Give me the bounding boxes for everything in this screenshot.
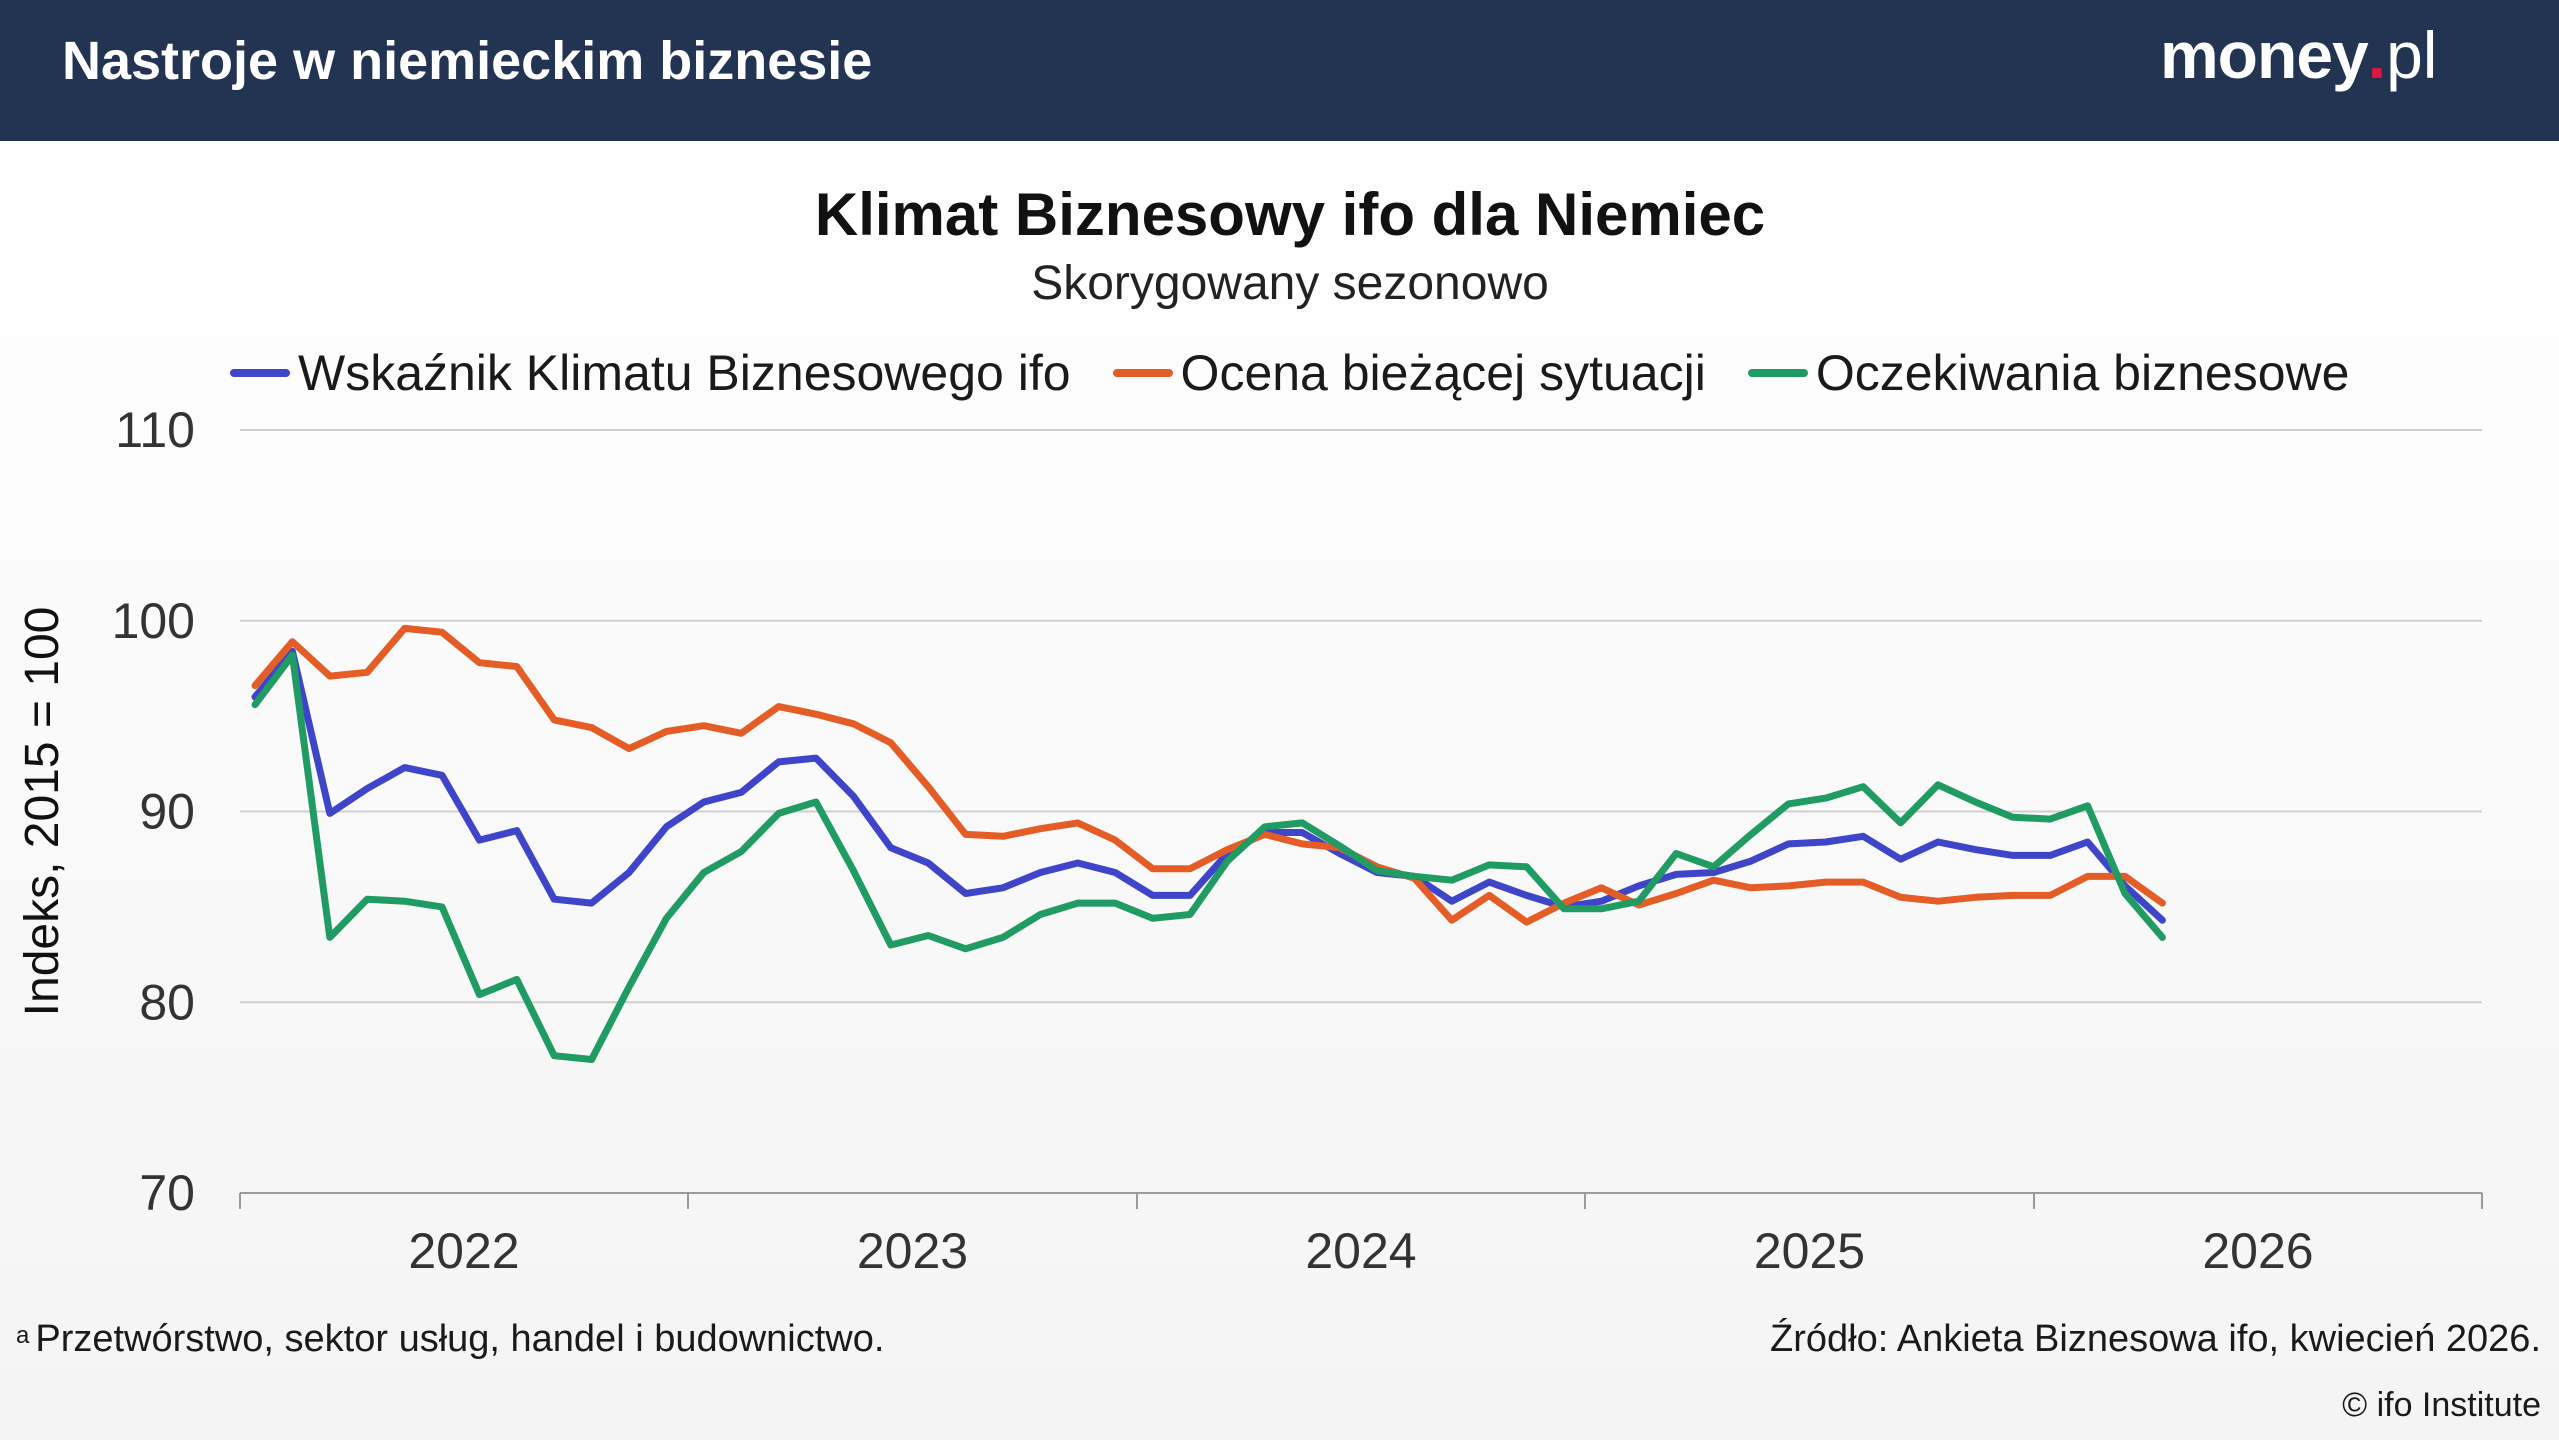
legend-swatch-situation xyxy=(1112,369,1173,377)
footnote: a Przetwórstwo, sektor usług, handel i bu… xyxy=(16,1318,884,1361)
source-note: Źródło: Ankieta Biznesowa ifo, kwiecień … xyxy=(1770,1318,2541,1360)
line-series-climate xyxy=(251,647,2166,924)
brand-logo-dot: . xyxy=(2367,18,2387,92)
legend-swatch-expectations xyxy=(1747,369,1808,377)
brand-logo-tld: pl xyxy=(2386,18,2438,92)
x-tick-label: 2025 xyxy=(1754,1223,1865,1279)
x-tick-label: 2026 xyxy=(2202,1223,2313,1279)
legend-item-situation: Ocena bieżącej sytuacji xyxy=(1112,344,1706,402)
page-title: Nastroje w niemieckim biznesie xyxy=(62,31,873,91)
line-series-expectations xyxy=(251,651,2166,1063)
y-tick-label: 70 xyxy=(139,1165,195,1221)
y-axis-label: Indeks, 2015 = 100 xyxy=(16,607,69,1017)
brand-logo-main: money xyxy=(2160,18,2369,92)
chart-legend: Wskaźnik Klimatu Biznesowego ifo Ocena b… xyxy=(230,340,2391,406)
legend-label-expectations: Oczekiwania biznesowe xyxy=(1815,345,2350,401)
y-tick-label: 80 xyxy=(139,974,195,1030)
legend-item-expectations: Oczekiwania biznesowe xyxy=(1747,344,2350,402)
footnote-text: Przetwórstwo, sektor usług, handel i bud… xyxy=(35,1318,885,1360)
footnote-mark: a xyxy=(16,1322,30,1349)
x-tick-label: 2023 xyxy=(857,1223,968,1279)
legend-swatch-climate xyxy=(230,369,290,377)
header-bar: Nastroje w niemieckim biznesie money.pl xyxy=(0,0,2559,141)
line-series-situation xyxy=(251,624,2166,926)
y-tick-label: 110 xyxy=(115,402,195,458)
chart-title: Klimat Biznesowy ifo dla Niemiec xyxy=(814,181,1766,248)
legend-item-climate: Wskaźnik Klimatu Biznesowego ifo xyxy=(230,344,1071,402)
x-tick-label: 2024 xyxy=(1305,1223,1416,1279)
y-tick-label: 100 xyxy=(112,593,195,649)
legend-label-climate: Wskaźnik Klimatu Biznesowego ifo xyxy=(298,345,1071,401)
copyright-note: © ifo Institute xyxy=(2342,1386,2541,1424)
legend-label-situation: Ocena bieżącej sytuacji xyxy=(1180,345,1706,401)
x-tick-label: 2022 xyxy=(408,1223,519,1279)
chart-subtitle: Skorygowany sezonowo xyxy=(1031,257,1549,310)
content-area xyxy=(0,141,2559,1440)
y-tick-label: 90 xyxy=(139,784,195,840)
brand-logo[interactable]: money.pl xyxy=(2160,10,2437,100)
